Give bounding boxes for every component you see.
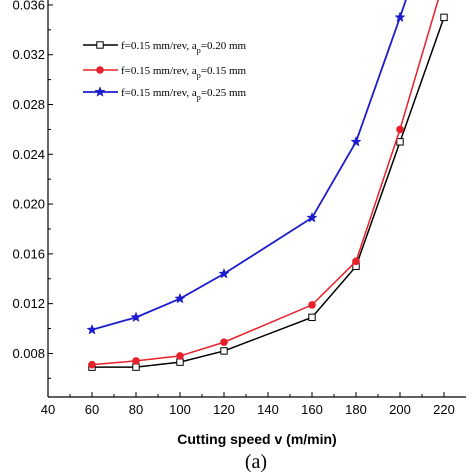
y-tick-label: 0.024 xyxy=(12,147,45,162)
data-point xyxy=(396,138,404,146)
legend-entry: f=0.15 mm/rev, ap=0.25 mm xyxy=(83,86,247,102)
data-point xyxy=(132,363,140,371)
data-point xyxy=(350,135,362,147)
series-layer xyxy=(86,0,448,371)
data-point xyxy=(174,292,186,304)
data-point xyxy=(352,257,360,266)
legend-entry: f=0.15 mm/rev, ap=0.15 mm xyxy=(83,65,247,80)
x-tick-label: 60 xyxy=(85,402,99,417)
legend-marker xyxy=(96,66,104,74)
data-point xyxy=(306,211,318,223)
y-tick-label: 0.028 xyxy=(12,97,45,112)
x-tick-label: 40 xyxy=(41,402,55,417)
series-3 xyxy=(86,0,407,335)
legend-label: f=0.15 mm/rev, ap=0.20 mm xyxy=(121,40,247,55)
x-tick-label: 140 xyxy=(257,402,279,417)
legend-entry: f=0.15 mm/rev, ap=0.20 mm xyxy=(83,40,247,55)
data-point xyxy=(218,267,230,279)
data-point xyxy=(394,11,406,23)
y-tick-label: 0.016 xyxy=(12,246,45,261)
y-tick-label: 0.032 xyxy=(12,47,45,62)
x-tick-label: 100 xyxy=(169,402,191,417)
y-tick-label: 0.012 xyxy=(12,296,45,311)
legend: f=0.15 mm/rev, ap=0.20 mm f=0.15 mm/rev, … xyxy=(83,40,247,102)
data-point xyxy=(220,338,228,347)
data-point xyxy=(130,311,142,323)
series-line xyxy=(92,17,445,368)
legend-marker xyxy=(94,86,106,97)
x-tick-label: 80 xyxy=(129,402,143,417)
legend-label: f=0.15 mm/rev, ap=0.25 mm xyxy=(121,87,247,102)
data-point xyxy=(308,313,316,322)
series-1 xyxy=(88,13,448,371)
x-tick-label: 120 xyxy=(213,402,235,417)
y-tick-label: 0.036 xyxy=(12,0,45,12)
data-point xyxy=(176,358,184,366)
data-point xyxy=(308,301,316,309)
data-point xyxy=(396,125,404,134)
x-axis-label: Cutting speed v (m/min) xyxy=(177,431,336,447)
y-tick-label: 0.020 xyxy=(12,197,45,212)
y-tick-label: 0.008 xyxy=(12,346,45,361)
series-line xyxy=(91,0,439,366)
data-point xyxy=(132,357,140,365)
data-point xyxy=(220,347,228,355)
legend-label: f=0.15 mm/rev, ap=0.15 mm xyxy=(121,65,247,80)
data-point xyxy=(176,352,184,360)
panel-label: (a) xyxy=(245,451,267,473)
legend-marker xyxy=(96,41,104,49)
data-point xyxy=(440,13,448,22)
x-tick-label: 180 xyxy=(345,402,367,417)
axes-layer: 40 60 80 100 120 140 160 180 200 220 0.008 0.012 0.0… xyxy=(12,0,466,417)
x-tick-label: 200 xyxy=(389,402,411,417)
x-tick-label: 220 xyxy=(433,402,455,417)
series-2 xyxy=(88,0,439,369)
series-line xyxy=(91,0,407,331)
x-tick-label: 160 xyxy=(301,402,323,417)
data-point xyxy=(88,360,96,369)
data-point xyxy=(86,323,98,335)
